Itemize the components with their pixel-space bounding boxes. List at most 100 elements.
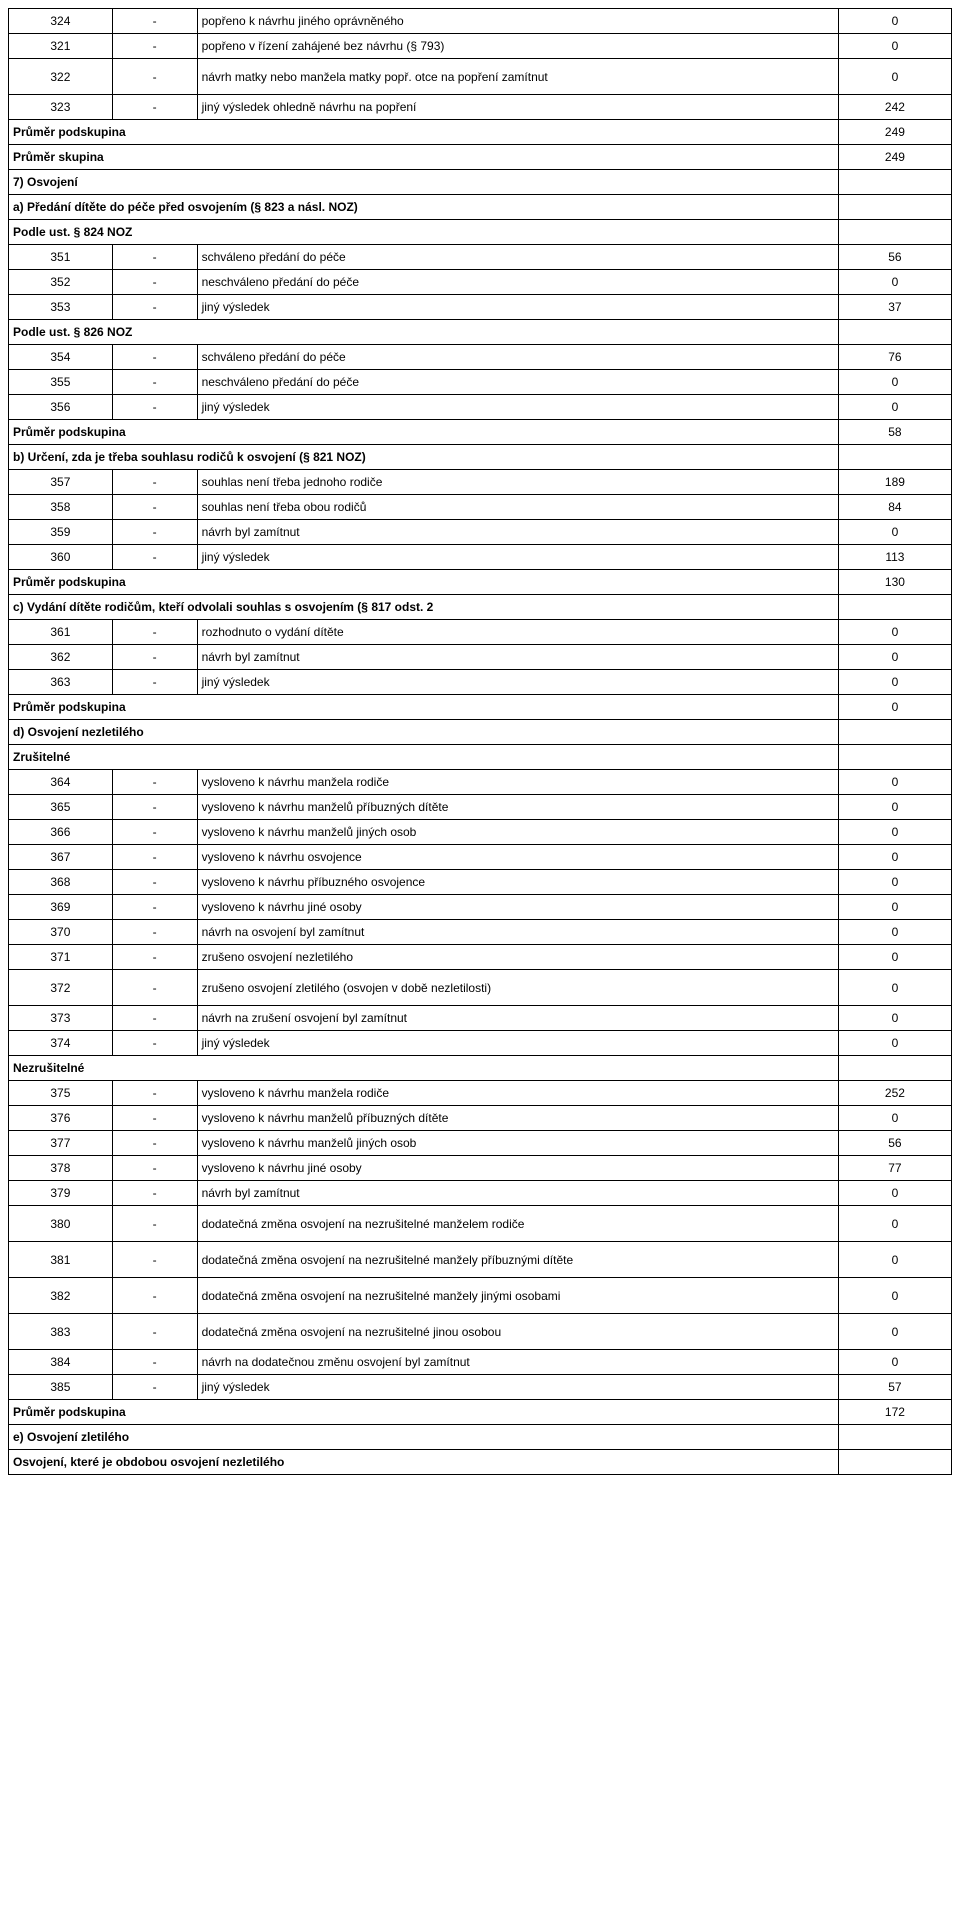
- row-dash: -: [112, 1106, 197, 1131]
- row-value: 0: [838, 770, 951, 795]
- row-value: 76: [838, 345, 951, 370]
- row-value: 242: [838, 95, 951, 120]
- row-value: 0: [838, 1031, 951, 1056]
- row-code: 367: [9, 845, 113, 870]
- section-header-label: Osvojení, které je obdobou osvojení nezl…: [9, 1450, 839, 1475]
- row-dash: -: [112, 1181, 197, 1206]
- row-description: rozhodnuto o vydání dítěte: [197, 620, 838, 645]
- section-header-label: Průměr podskupina: [9, 1400, 839, 1425]
- table-row: 375-vysloveno k návrhu manžela rodiče252: [9, 1081, 952, 1106]
- section-header-label: e) Osvojení zletilého: [9, 1425, 839, 1450]
- row-dash: -: [112, 820, 197, 845]
- row-description: návrh byl zamítnut: [197, 645, 838, 670]
- section-header-value: 130: [838, 570, 951, 595]
- row-value: 0: [838, 1181, 951, 1206]
- row-code: 374: [9, 1031, 113, 1056]
- row-code: 364: [9, 770, 113, 795]
- row-code: 361: [9, 620, 113, 645]
- table-row: 381-dodatečná změna osvojení na nezrušit…: [9, 1242, 952, 1278]
- row-code: 354: [9, 345, 113, 370]
- row-description: jiný výsledek ohledně návrhu na popření: [197, 95, 838, 120]
- row-dash: -: [112, 520, 197, 545]
- row-dash: -: [112, 1006, 197, 1031]
- row-code: 351: [9, 245, 113, 270]
- row-code: 360: [9, 545, 113, 570]
- table-row: e) Osvojení zletilého: [9, 1425, 952, 1450]
- table-row: 371-zrušeno osvojení nezletilého0: [9, 945, 952, 970]
- table-row: Osvojení, které je obdobou osvojení nezl…: [9, 1450, 952, 1475]
- row-description: jiný výsledek: [197, 295, 838, 320]
- table-row: 351-schváleno předání do péče56: [9, 245, 952, 270]
- row-description: vysloveno k návrhu manžela rodiče: [197, 770, 838, 795]
- row-code: 371: [9, 945, 113, 970]
- row-description: vysloveno k návrhu manželů jiných osob: [197, 1131, 838, 1156]
- section-header-label: Podle ust. § 826 NOZ: [9, 320, 839, 345]
- table-row: 373-návrh na zrušení osvojení byl zamítn…: [9, 1006, 952, 1031]
- row-value: 0: [838, 59, 951, 95]
- table-row: 355-neschváleno předání do péče0: [9, 370, 952, 395]
- row-dash: -: [112, 395, 197, 420]
- section-header-value: [838, 745, 951, 770]
- row-description: vysloveno k návrhu osvojence: [197, 845, 838, 870]
- table-row: 324-popřeno k návrhu jiného oprávněného0: [9, 9, 952, 34]
- table-row: 322-návrh matky nebo manžela matky popř.…: [9, 59, 952, 95]
- row-code: 365: [9, 795, 113, 820]
- table-row: Podle ust. § 824 NOZ: [9, 220, 952, 245]
- row-description: dodatečná změna osvojení na nezrušitelné…: [197, 1314, 838, 1350]
- section-header-label: Průměr podskupina: [9, 695, 839, 720]
- table-row: 385-jiný výsledek57: [9, 1375, 952, 1400]
- row-dash: -: [112, 945, 197, 970]
- table-row: 378-vysloveno k návrhu jiné osoby77: [9, 1156, 952, 1181]
- row-value: 0: [838, 270, 951, 295]
- table-row: 369-vysloveno k návrhu jiné osoby0: [9, 895, 952, 920]
- table-row: c) Vydání dítěte rodičům, kteří odvolali…: [9, 595, 952, 620]
- row-value: 0: [838, 34, 951, 59]
- row-dash: -: [112, 1350, 197, 1375]
- row-value: 0: [838, 395, 951, 420]
- table-row: 354-schváleno předání do péče76: [9, 345, 952, 370]
- row-dash: -: [112, 545, 197, 570]
- section-header-value: [838, 1450, 951, 1475]
- row-description: jiný výsledek: [197, 670, 838, 695]
- row-code: 382: [9, 1278, 113, 1314]
- table-row: 7) Osvojení: [9, 170, 952, 195]
- row-dash: -: [112, 270, 197, 295]
- row-description: návrh na osvojení byl zamítnut: [197, 920, 838, 945]
- row-description: dodatečná změna osvojení na nezrušitelné…: [197, 1278, 838, 1314]
- section-header-value: [838, 445, 951, 470]
- row-code: 379: [9, 1181, 113, 1206]
- row-code: 366: [9, 820, 113, 845]
- section-header-label: b) Určení, zda je třeba souhlasu rodičů …: [9, 445, 839, 470]
- section-header-value: 249: [838, 145, 951, 170]
- row-code: 368: [9, 870, 113, 895]
- section-header-value: 58: [838, 420, 951, 445]
- table-row: 361-rozhodnuto o vydání dítěte0: [9, 620, 952, 645]
- table-row: 362-návrh byl zamítnut0: [9, 645, 952, 670]
- section-header-value: [838, 195, 951, 220]
- row-code: 375: [9, 1081, 113, 1106]
- row-value: 0: [838, 1350, 951, 1375]
- row-dash: -: [112, 495, 197, 520]
- table-row: 384-návrh na dodatečnou změnu osvojení b…: [9, 1350, 952, 1375]
- row-description: vysloveno k návrhu manželů jiných osob: [197, 820, 838, 845]
- table-row: 380-dodatečná změna osvojení na nezrušit…: [9, 1206, 952, 1242]
- row-value: 0: [838, 895, 951, 920]
- row-value: 0: [838, 945, 951, 970]
- table-row: 357-souhlas není třeba jednoho rodiče189: [9, 470, 952, 495]
- section-header-value: [838, 170, 951, 195]
- row-value: 0: [838, 645, 951, 670]
- table-row: 379-návrh byl zamítnut0: [9, 1181, 952, 1206]
- table-row: Průměr podskupina172: [9, 1400, 952, 1425]
- table-row: 366-vysloveno k návrhu manželů jiných os…: [9, 820, 952, 845]
- table-row: Průměr podskupina249: [9, 120, 952, 145]
- row-dash: -: [112, 34, 197, 59]
- table-row: 382-dodatečná změna osvojení na nezrušit…: [9, 1278, 952, 1314]
- row-value: 0: [838, 1206, 951, 1242]
- row-description: návrh matky nebo manžela matky popř. otc…: [197, 59, 838, 95]
- table-row: 323-jiný výsledek ohledně návrhu na popř…: [9, 95, 952, 120]
- table-row: d) Osvojení nezletilého: [9, 720, 952, 745]
- row-description: schváleno předání do péče: [197, 345, 838, 370]
- table-row: 356-jiný výsledek0: [9, 395, 952, 420]
- row-value: 252: [838, 1081, 951, 1106]
- row-dash: -: [112, 95, 197, 120]
